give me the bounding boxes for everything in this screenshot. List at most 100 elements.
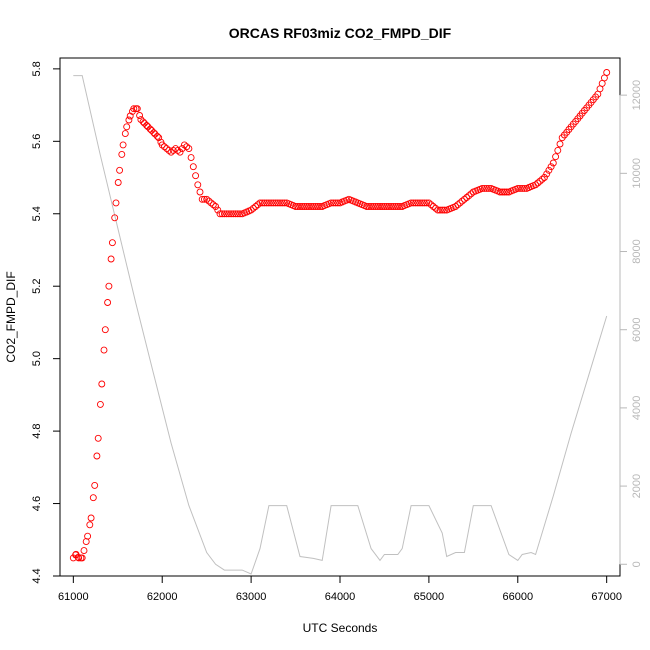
interpolated-point [409,199,417,207]
interpolated-point [392,203,400,210]
data-point [189,163,197,171]
data-point [163,145,171,153]
data-point [119,141,127,149]
data-point [496,188,504,196]
data-point [247,206,255,214]
data-point [180,141,188,149]
interpolated-point [387,203,395,210]
interpolated-point [125,116,133,124]
interpolated-point [178,145,186,153]
interpolated-point [111,214,119,222]
interpolated-point [367,203,375,210]
data-point [452,203,460,210]
interpolated-point [205,197,213,205]
interpolated-point [114,179,122,186]
interpolated-point [429,203,437,210]
data-point [203,195,211,203]
data-point [167,148,175,156]
interpolated-point [365,203,373,210]
interpolated-point [485,184,493,192]
data-point [363,203,371,210]
data-point [112,199,120,207]
interpolated-point [516,184,524,192]
interpolated-point [214,206,222,214]
data-point [123,123,131,131]
interpolated-point [276,199,284,207]
interpolated-point [316,203,324,210]
data-point [133,105,141,113]
data-point [78,554,86,562]
data-point [194,181,202,189]
interpolated-point [104,299,112,306]
interpolated-point [223,210,231,218]
interpolated-point [280,199,288,207]
data-point [274,199,282,207]
interpolated-point [500,188,508,196]
interpolated-point [374,203,382,210]
chart-title: ORCAS RF03miz CO2_FMPD_DIF [229,25,452,41]
interpolated-point [418,199,426,207]
interpolated-point [294,203,302,210]
data-point [256,199,264,207]
data-point [144,123,152,131]
plot-frame [59,57,621,577]
interpolated-point [305,203,313,210]
y-axis: 4.4 4.6 4.8 5.0 5.2 5.4 5.6 5.8 [31,61,61,584]
data-point [198,195,206,203]
x-tick-label: 63000 [236,591,267,603]
interpolated-point [100,346,108,354]
interpolated-point [385,203,393,210]
interpolated-point [254,201,262,209]
interpolated-point [107,255,115,263]
data-point [176,148,184,156]
interpolated-point [269,199,277,207]
interpolated-point [534,179,542,187]
interpolated-point [383,203,391,210]
interpolated-point [465,192,473,200]
interpolated-point [536,177,544,185]
data-point [540,174,548,181]
data-point [130,105,138,113]
interpolated-point [314,203,322,210]
x-tick-label: 65000 [414,591,445,603]
data-point [603,69,611,76]
interpolated-point [456,199,464,207]
x-tick-label: 64000 [325,591,356,603]
interpolated-point [249,204,257,212]
data-point [207,199,215,207]
interpolated-point [234,210,242,218]
data-point [327,199,335,207]
data-point [105,282,113,290]
right-y-axis: 0 2000 4000 6000 8000 10000 12000 [619,80,643,567]
interpolated-point [272,199,280,207]
y-tick-label: 5.4 [31,206,43,221]
data-point [98,380,106,388]
interpolated-point [520,184,528,192]
data-point [216,210,224,218]
x-axis: 61000 62000 63000 64000 65000 66000 67000 [58,575,622,603]
interpolated-point [93,452,101,460]
interpolated-point [267,199,275,207]
interpolated-point [303,203,311,210]
interpolated-point [547,163,555,171]
interpolated-point [552,153,560,161]
data-point [478,184,486,192]
data-point [460,195,468,203]
data-point [91,481,99,489]
interpolated-point [232,210,240,218]
interpolated-point [160,143,168,151]
interpolated-point [150,129,158,137]
x-tick-label: 66000 [502,591,533,603]
right-y-tick-label: 6000 [631,317,643,341]
data-point [87,514,95,522]
interpolated-point [218,210,226,218]
data-point [101,326,109,334]
interpolated-point [483,184,491,192]
data-point [140,119,148,127]
interpolated-point [543,170,551,178]
interpolated-point [545,166,553,174]
interpolated-point [463,194,471,201]
interpolated-point [458,197,466,205]
interpolated-point [538,175,546,183]
data-point [84,532,92,540]
